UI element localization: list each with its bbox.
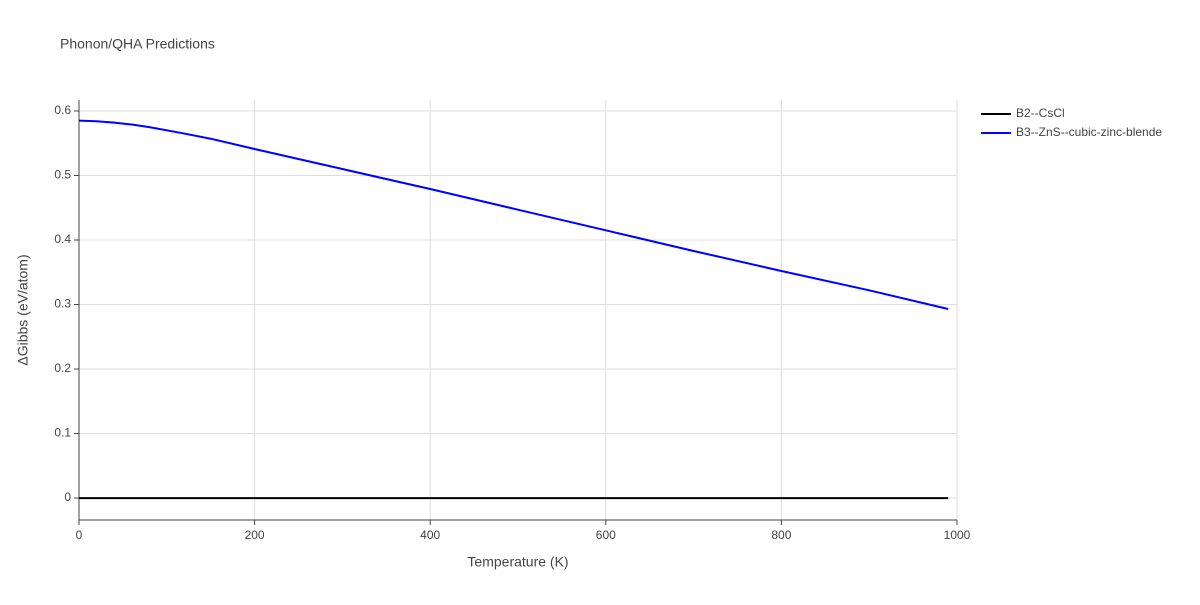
chart-title: Phonon/QHA Predictions <box>60 36 215 52</box>
x-axis-label: Temperature (K) <box>467 554 568 570</box>
y-tick-label: 0.4 <box>54 232 71 246</box>
legend-label: B2--CsCl <box>1016 106 1065 120</box>
x-tick-label: 200 <box>245 528 265 542</box>
x-tick-label: 0 <box>76 528 83 542</box>
y-tick-label: 0.2 <box>54 361 71 375</box>
x-tick-label: 1000 <box>944 528 971 542</box>
y-tick-label: 0.3 <box>54 297 71 311</box>
x-tick-label: 400 <box>420 528 440 542</box>
y-tick-label: 0.6 <box>54 103 71 117</box>
y-tick-label: 0.5 <box>54 168 71 182</box>
legend-label: B3--ZnS--cubic-zinc-blende <box>1016 125 1162 139</box>
x-tick-label: 800 <box>771 528 791 542</box>
y-tick-label: 0.1 <box>54 426 71 440</box>
series-line <box>78 119 949 311</box>
y-axis-label: ΔGibbs (eV/atom) <box>15 254 31 365</box>
x-tick-label: 600 <box>596 528 616 542</box>
y-tick-label: 0 <box>64 490 71 504</box>
